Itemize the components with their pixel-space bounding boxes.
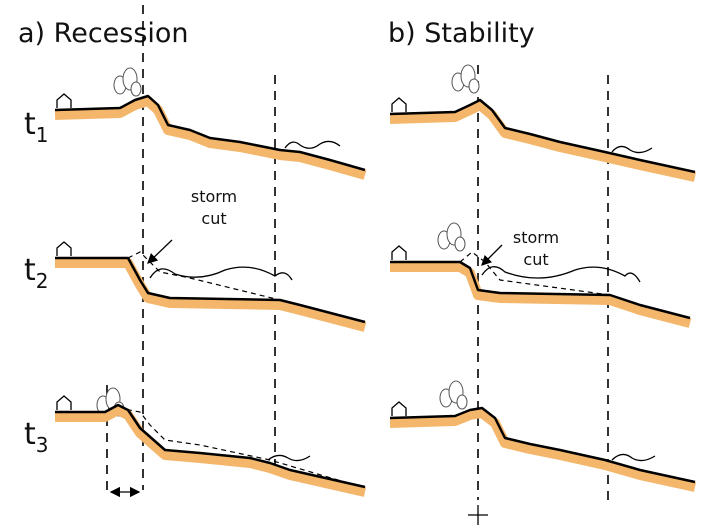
panel-title: a) Recession <box>18 18 189 49</box>
annotation: storm <box>513 228 559 247</box>
time-label: t1 <box>24 107 49 147</box>
panel-b: storm cut <box>389 64 697 525</box>
panel-a: storm cut <box>54 5 367 498</box>
annotation: storm <box>191 187 237 206</box>
panel-title: b) Stability <box>388 18 535 49</box>
time-label: t3 <box>24 417 49 457</box>
annotation: cut <box>201 209 226 228</box>
annotation: cut <box>523 250 548 269</box>
time-label: t2 <box>24 253 49 293</box>
